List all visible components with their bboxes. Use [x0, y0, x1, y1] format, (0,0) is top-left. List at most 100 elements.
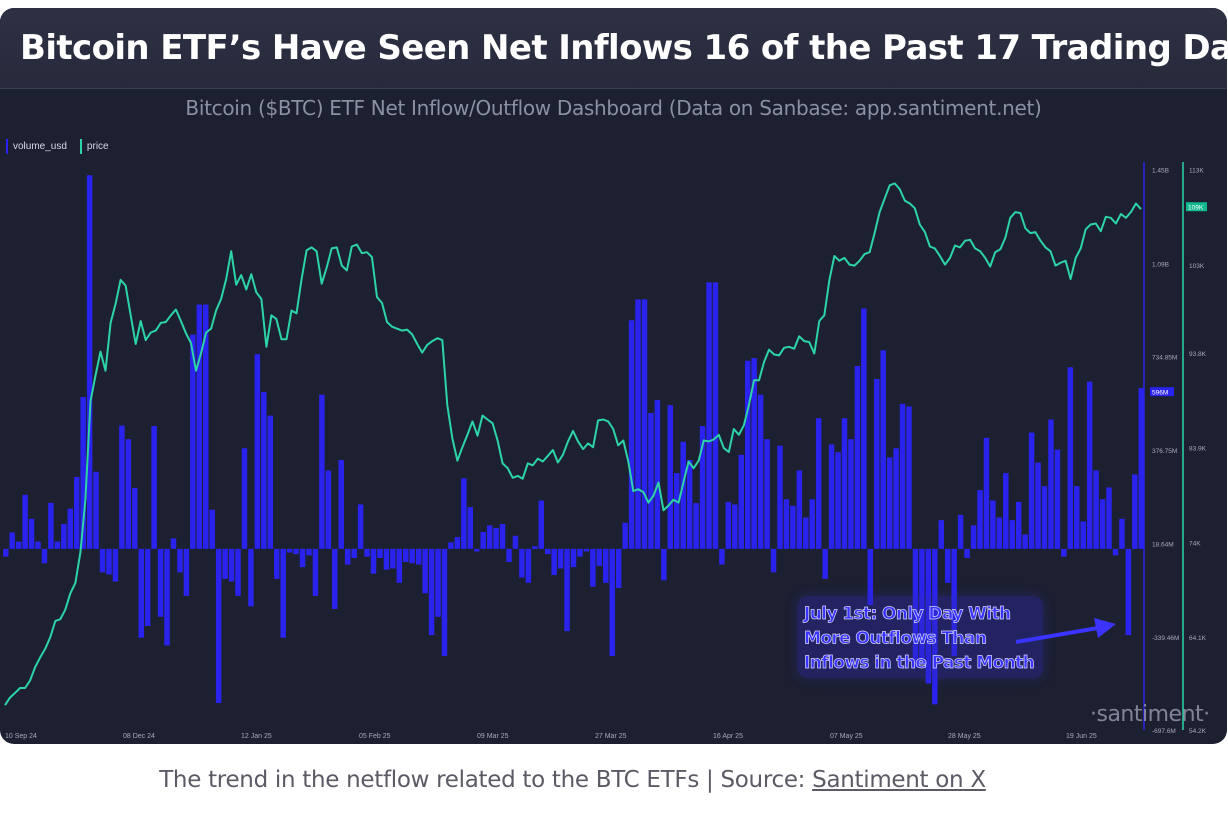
volume-bar — [628, 320, 635, 549]
volume-bar — [267, 415, 274, 549]
chart-plot: 1.45B 1.09B 734.85M 376.75M 18.64M -339.46M -6… — [3, 162, 1207, 740]
volume-bar — [822, 548, 828, 579]
x-tick-label: 08 Dec 24 — [123, 733, 155, 740]
volume-bar — [332, 548, 338, 609]
volume-bar — [80, 397, 86, 549]
volume-bar — [493, 527, 499, 549]
volume-bar — [293, 548, 299, 555]
volume-bar — [370, 548, 377, 574]
volume-bar — [693, 503, 699, 549]
price-tick-label: 93.8K — [1189, 351, 1207, 358]
chart-card: Bitcoin ETF’s Have Seen Net Inflows 16 o… — [0, 8, 1227, 744]
volume-bar — [880, 350, 886, 549]
volume-bar — [874, 379, 880, 549]
volume-bar — [203, 304, 209, 549]
volume-bar — [532, 546, 538, 549]
volume-bar — [674, 473, 680, 549]
volume-bar — [957, 514, 964, 549]
volume-bar — [1080, 521, 1086, 549]
volume-bar — [635, 299, 641, 549]
annotation: July 1st: Only Day With More Outflows Tha… — [798, 596, 1116, 678]
volume-bar — [254, 354, 261, 549]
volume-bar — [1009, 520, 1015, 549]
volume-bar — [28, 518, 35, 549]
volume-bar — [893, 448, 899, 549]
volume-bar — [783, 499, 790, 549]
volume-bar — [299, 548, 306, 568]
volume-bar — [215, 548, 222, 704]
volume-bar — [835, 452, 841, 549]
volume-bar — [1086, 381, 1093, 549]
volume-bar — [467, 507, 474, 549]
source-link[interactable]: Santiment on X — [812, 767, 986, 793]
volume-bar — [280, 548, 286, 638]
volume-bar — [454, 537, 461, 549]
volume-bar — [1112, 548, 1119, 556]
volume-bar — [151, 426, 157, 549]
volume-bar — [390, 548, 396, 569]
volume-bar — [577, 548, 583, 557]
volume-bar — [93, 471, 99, 549]
chart-subtitle: Bitcoin ($BTC) ETF Net Inflow/Outflow Da… — [185, 96, 1042, 120]
volume-bar — [641, 299, 648, 549]
title-bar: Bitcoin ETF’s Have Seen Net Inflows 16 o… — [0, 8, 1227, 89]
volume-bar — [519, 548, 525, 578]
volume-bar — [1132, 474, 1138, 549]
volume-bar — [970, 525, 977, 549]
volume-bar — [1074, 486, 1080, 549]
x-tick-label: 10 Sep 24 — [5, 733, 37, 740]
volume-bar — [338, 460, 344, 549]
volume-bar — [661, 548, 667, 581]
volume-bar — [344, 548, 351, 565]
volume-bar — [1028, 432, 1035, 549]
volume-bar — [506, 548, 512, 562]
volume-tick-label: 1.09B — [1152, 262, 1169, 269]
volume-bar — [680, 441, 686, 549]
volume-tick-label: 734.85M — [1152, 354, 1177, 361]
legend-item-price[interactable]: price — [79, 139, 114, 154]
volume-bar — [525, 548, 532, 583]
price-tick-label: 74K — [1189, 540, 1201, 547]
volume-bar — [428, 548, 435, 636]
volume-bar — [828, 444, 835, 549]
volume-bar — [190, 334, 196, 549]
volume-bar — [1035, 462, 1041, 549]
price-tick-label: 103K — [1189, 263, 1205, 270]
volume-bar — [1138, 388, 1145, 549]
x-tick-label: 05 Feb 25 — [359, 733, 391, 740]
volume-bars — [3, 175, 1145, 705]
volume-bar — [461, 478, 467, 549]
volume-bar — [1119, 518, 1125, 549]
volume-bar — [3, 548, 9, 557]
legend-item-volume[interactable]: volume_usd — [6, 139, 72, 154]
volume-bar — [725, 501, 732, 549]
volume-current-value-bg — [1150, 387, 1174, 397]
volume-bar — [848, 439, 854, 549]
volume-bar — [273, 548, 280, 579]
volume-bar — [886, 457, 893, 549]
volume-bar — [228, 548, 235, 582]
volume-bar — [899, 403, 906, 549]
annotation-arrowhead — [1094, 618, 1116, 638]
volume-bar — [325, 470, 332, 549]
volume-bar — [738, 454, 745, 549]
volume-bar — [770, 548, 777, 573]
chart-title: Bitcoin ETF’s Have Seen Net Inflows 16 o… — [20, 28, 1227, 68]
volume-bar — [744, 360, 751, 549]
volume-bar — [944, 548, 951, 583]
volume-bar — [22, 494, 28, 549]
volume-bar — [551, 548, 557, 575]
volume-bar — [35, 541, 41, 549]
volume-bar — [177, 548, 183, 573]
volume-bar — [319, 394, 325, 549]
volume-bar — [157, 548, 164, 617]
volume-bar — [351, 548, 357, 559]
volume-bar — [596, 548, 603, 566]
santiment-watermark: ·santiment· — [1090, 702, 1210, 727]
annotation-text: July 1st: Only Day With More Outflows Tha… — [803, 604, 1034, 673]
volume-bar — [583, 548, 590, 552]
volume-bar — [61, 524, 67, 549]
volume-bar — [809, 499, 815, 549]
volume-bar — [248, 548, 254, 607]
annotation-line: More Outflows Than — [804, 629, 986, 649]
